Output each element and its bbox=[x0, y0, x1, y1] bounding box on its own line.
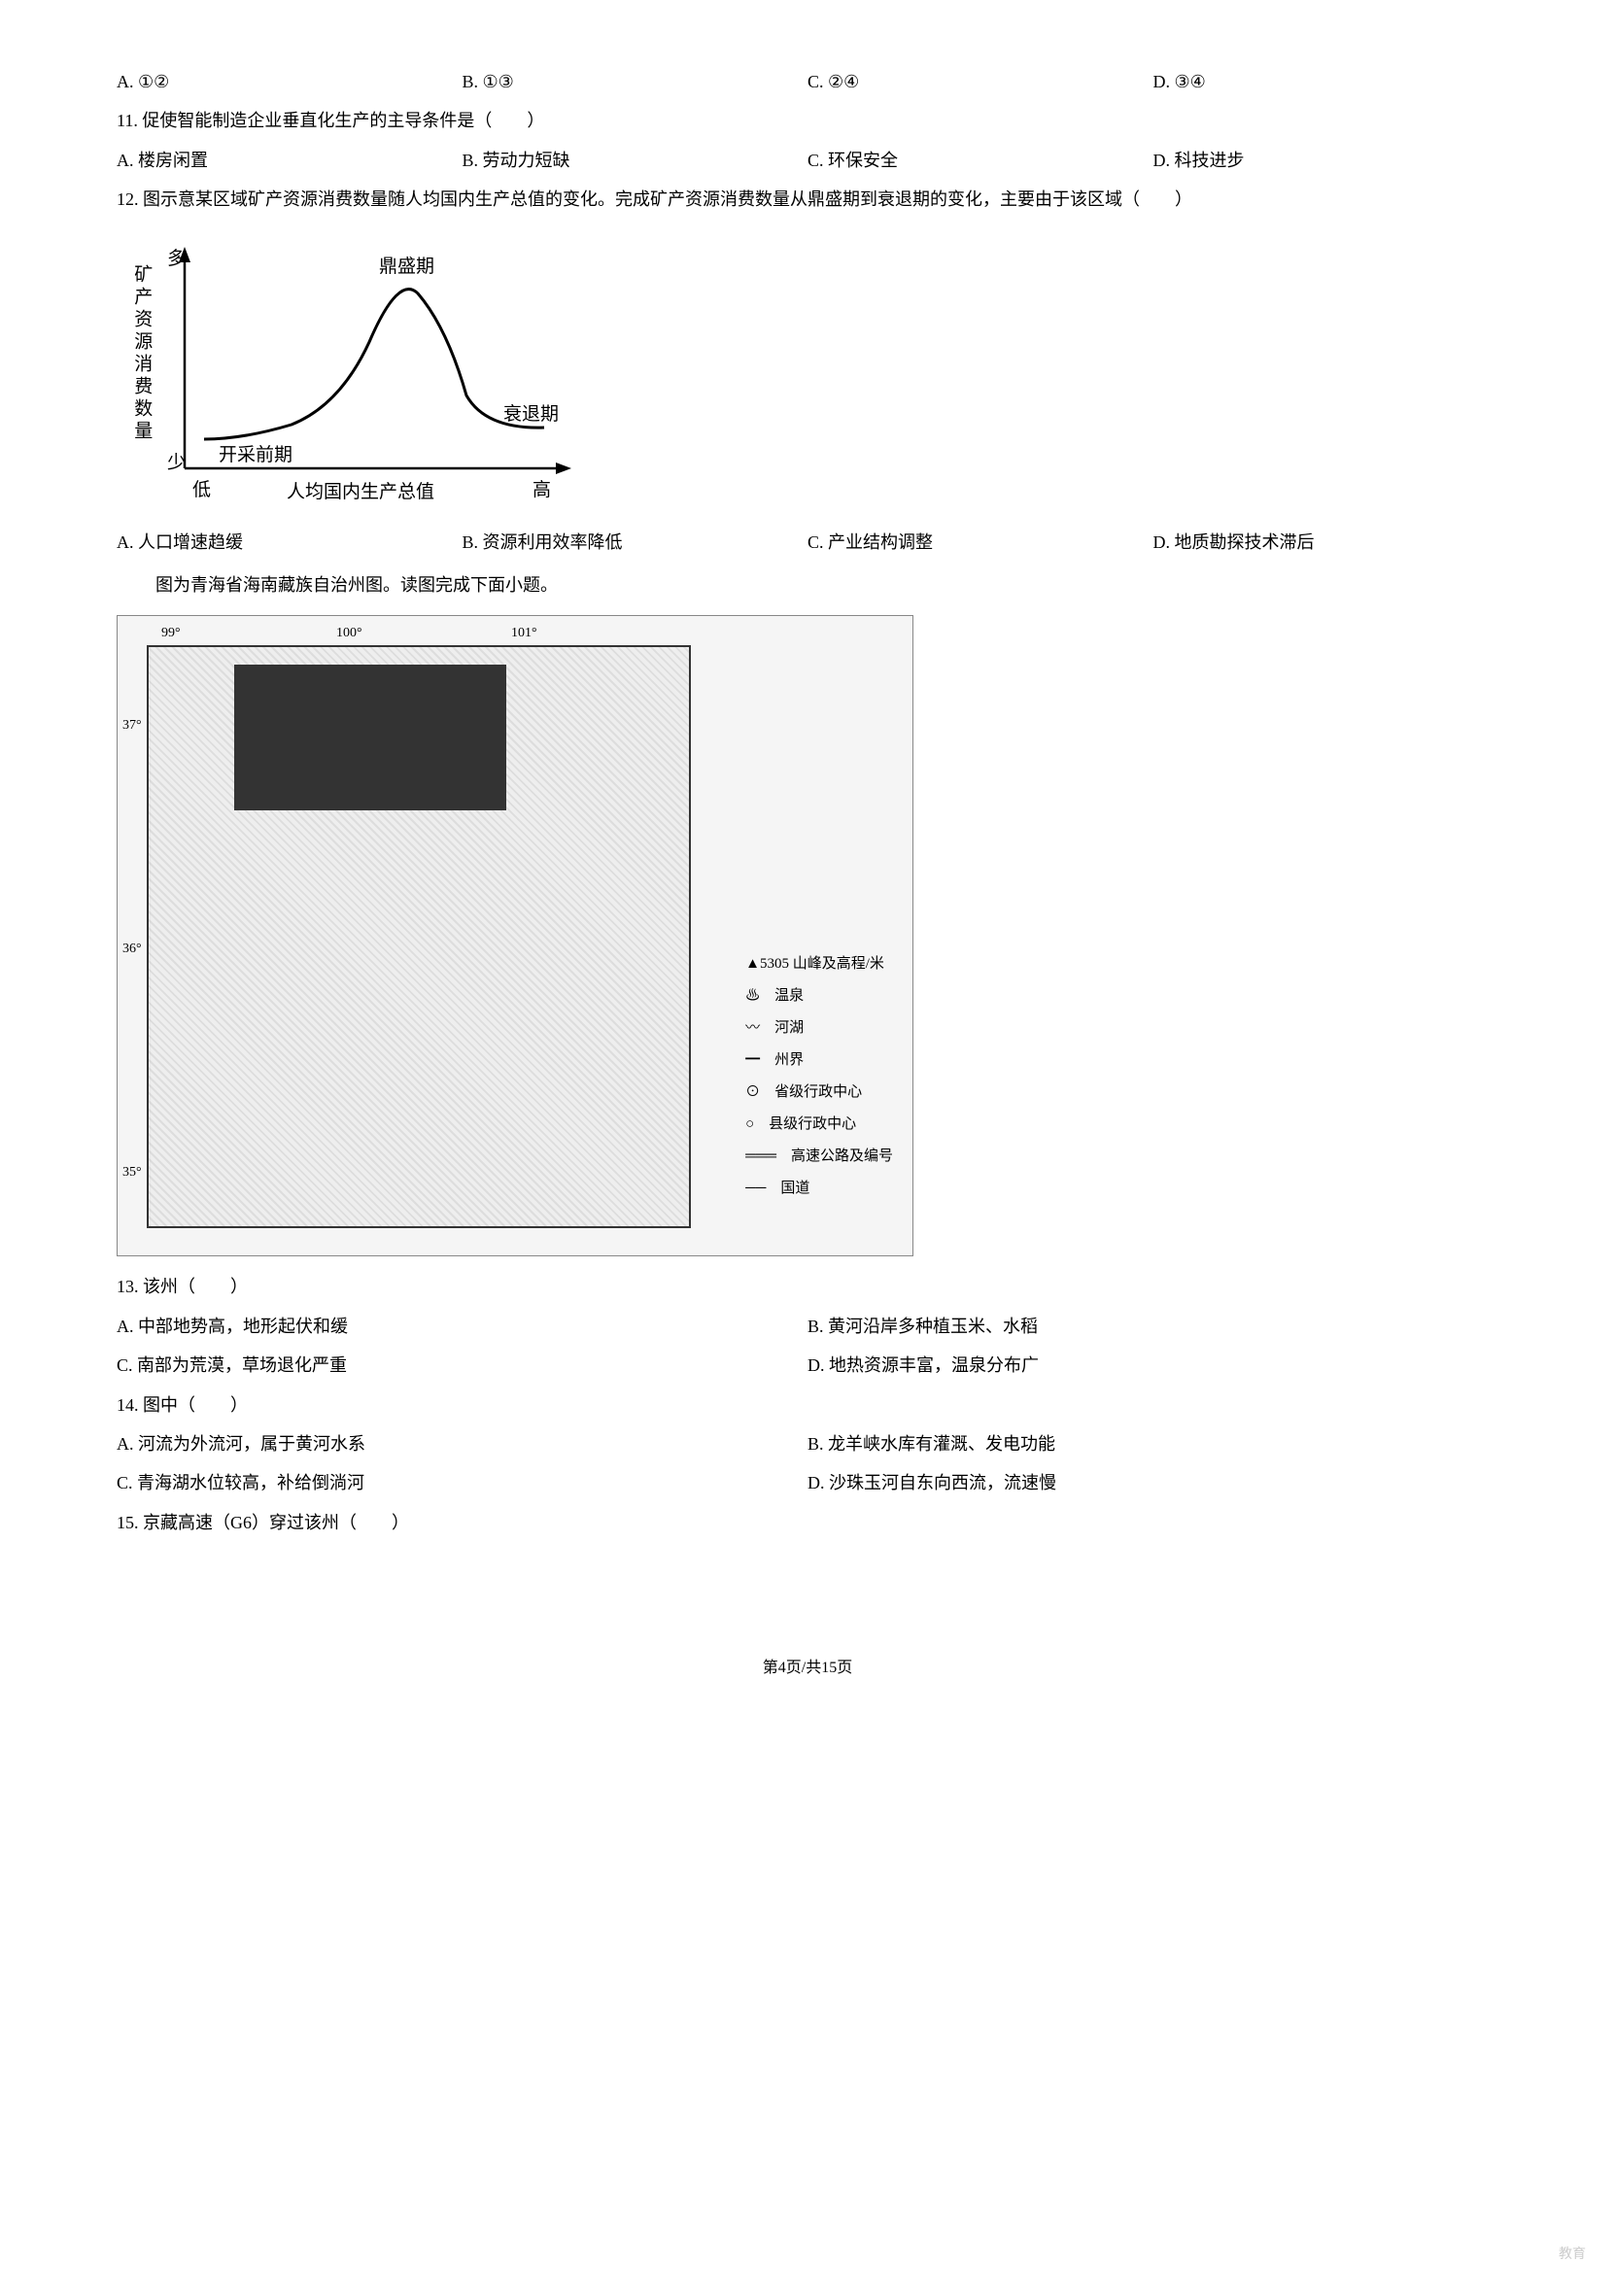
q10-option-b: B. ①③ bbox=[463, 66, 808, 97]
q11-options: A. 楼房闲置 B. 劳动力短缺 C. 环保安全 D. 科技进步 bbox=[117, 145, 1498, 176]
q15-text: 15. 京藏高速（G6）穿过该州（ ） bbox=[117, 1507, 1498, 1538]
q14-options-row1: A. 河流为外流河，属于黄河水系 B. 龙羊峡水库有灌溉、发电功能 bbox=[117, 1428, 1498, 1459]
coord-101: 101° bbox=[511, 621, 537, 645]
chart-y-label: 矿产资源消费数量 bbox=[124, 264, 157, 443]
chart-phase2-label: 鼎盛期 bbox=[379, 256, 434, 277]
q13-option-c: C. 南部为荒漠，草场退化严重 bbox=[117, 1350, 808, 1381]
q12-option-d: D. 地质勘探技术滞后 bbox=[1153, 527, 1499, 558]
q11-option-c: C. 环保安全 bbox=[808, 145, 1153, 176]
q14-text: 14. 图中（ ） bbox=[117, 1389, 1498, 1421]
legend-border: ━ 州界 bbox=[745, 1045, 893, 1075]
legend-road: ── 国道 bbox=[745, 1174, 893, 1203]
q13-option-b: B. 黄河沿岸多种植玉米、水稻 bbox=[808, 1311, 1498, 1342]
coord-37: 37° bbox=[122, 713, 142, 737]
q14-option-c: C. 青海湖水位较高，补给倒淌河 bbox=[117, 1467, 808, 1498]
chart-svg: 开采前期 鼎盛期 衰退期 多 少 低 高 人均国内生产总值 bbox=[117, 235, 602, 517]
map-intro: 图为青海省海南藏族自治州图。读图完成下面小题。 bbox=[155, 569, 1498, 600]
page-footer: 第4页/共15页 bbox=[117, 1655, 1498, 1683]
coord-36: 36° bbox=[122, 937, 142, 961]
legend-river: 〰 河湖 bbox=[745, 1013, 893, 1043]
q10-option-d: D. ③④ bbox=[1153, 66, 1499, 97]
chart-y-top: 多 bbox=[167, 248, 186, 269]
q14-option-b: B. 龙羊峡水库有灌溉、发电功能 bbox=[808, 1428, 1498, 1459]
map-lake-region bbox=[234, 665, 506, 810]
chart-phase1-label: 开采前期 bbox=[219, 444, 292, 465]
chart-y-bottom: 少 bbox=[167, 452, 186, 473]
q14-option-a: A. 河流为外流河，属于黄河水系 bbox=[117, 1428, 808, 1459]
q14-options-row2: C. 青海湖水位较高，补给倒淌河 D. 沙珠玉河自东向西流，流速慢 bbox=[117, 1467, 1498, 1498]
legend-hotspring: ♨ 温泉 bbox=[745, 981, 893, 1011]
q10-option-c: C. ②④ bbox=[808, 66, 1153, 97]
q13-option-a: A. 中部地势高，地形起伏和缓 bbox=[117, 1311, 808, 1342]
chart-phase3-label: 衰退期 bbox=[503, 403, 559, 425]
mineral-chart: 开采前期 鼎盛期 衰退期 多 少 低 高 人均国内生产总值 矿产资源消费数量 bbox=[117, 235, 602, 517]
q14-option-d: D. 沙珠玉河自东向西流，流速慢 bbox=[808, 1467, 1498, 1498]
legend-peak: ▲5305 山峰及高程/米 bbox=[745, 949, 893, 978]
chart-x-label: 人均国内生产总值 bbox=[287, 481, 434, 502]
q11-option-b: B. 劳动力短缺 bbox=[463, 145, 808, 176]
legend-prov-center: ⊙ 省级行政中心 bbox=[745, 1078, 893, 1107]
map-legend: ▲5305 山峰及高程/米 ♨ 温泉 〰 河湖 ━ 州界 ⊙ 省级行政中心 ○ … bbox=[745, 946, 893, 1206]
q11-option-d: D. 科技进步 bbox=[1153, 145, 1499, 176]
q10-options: A. ①② B. ①③ C. ②④ D. ③④ bbox=[117, 66, 1498, 97]
q12-option-c: C. 产业结构调整 bbox=[808, 527, 1153, 558]
chart-x-right: 高 bbox=[533, 479, 551, 500]
q12-text: 12. 图示意某区域矿产资源消费数量随人均国内生产总值的变化。完成矿产资源消费数… bbox=[117, 184, 1498, 215]
q13-option-d: D. 地热资源丰富，温泉分布广 bbox=[808, 1350, 1498, 1381]
chart-x-left: 低 bbox=[192, 479, 211, 500]
q12-option-a: A. 人口增速趋缓 bbox=[117, 527, 463, 558]
legend-highway: ═══ 高速公路及编号 bbox=[745, 1142, 893, 1171]
watermark: 教育 bbox=[1559, 2243, 1586, 2267]
q13-options-row1: A. 中部地势高，地形起伏和缓 B. 黄河沿岸多种植玉米、水稻 bbox=[117, 1311, 1498, 1342]
q13-options-row2: C. 南部为荒漠，草场退化严重 D. 地热资源丰富，温泉分布广 bbox=[117, 1350, 1498, 1381]
q11-text: 11. 促使智能制造企业垂直化生产的主导条件是（ ） bbox=[117, 105, 1498, 136]
coord-99: 99° bbox=[161, 621, 181, 645]
q11-option-a: A. 楼房闲置 bbox=[117, 145, 463, 176]
coord-35: 35° bbox=[122, 1160, 142, 1184]
q12-option-b: B. 资源利用效率降低 bbox=[463, 527, 808, 558]
coord-100: 100° bbox=[336, 621, 362, 645]
q10-option-a: A. ①② bbox=[117, 66, 463, 97]
qinghai-map: 99° 100° 101° 37° 36° 35° ▲5305 山峰及高程/米 … bbox=[117, 615, 913, 1256]
q12-options: A. 人口增速趋缓 B. 资源利用效率降低 C. 产业结构调整 D. 地质勘探技… bbox=[117, 527, 1498, 558]
q13-text: 13. 该州（ ） bbox=[117, 1271, 1498, 1302]
legend-county-center: ○ 县级行政中心 bbox=[745, 1110, 893, 1139]
